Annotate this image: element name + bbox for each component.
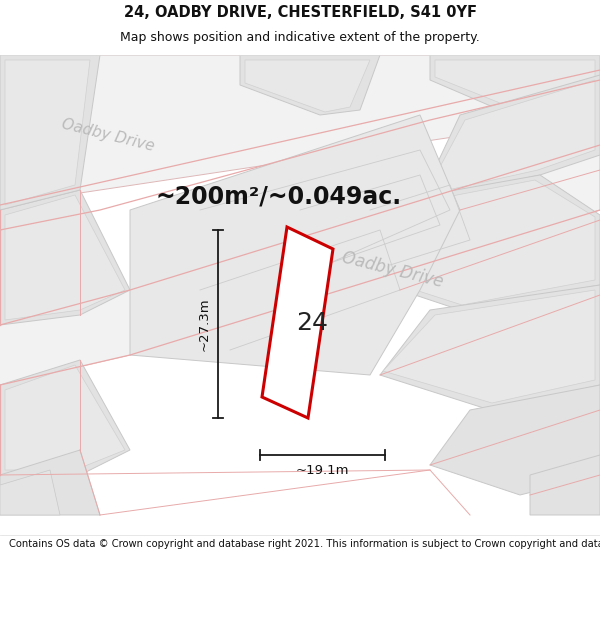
- Text: 24, OADBY DRIVE, CHESTERFIELD, S41 0YF: 24, OADBY DRIVE, CHESTERFIELD, S41 0YF: [124, 4, 476, 19]
- Polygon shape: [5, 195, 125, 320]
- Polygon shape: [0, 145, 600, 385]
- Polygon shape: [0, 450, 100, 515]
- Text: Oadby Drive: Oadby Drive: [60, 116, 156, 154]
- Polygon shape: [130, 115, 460, 375]
- Text: Oadby Drive: Oadby Drive: [340, 249, 445, 291]
- Polygon shape: [380, 285, 600, 410]
- Polygon shape: [5, 365, 125, 470]
- Polygon shape: [425, 80, 595, 195]
- Polygon shape: [0, 360, 130, 475]
- Polygon shape: [245, 60, 370, 112]
- Polygon shape: [262, 227, 333, 418]
- Polygon shape: [0, 55, 100, 210]
- Polygon shape: [383, 290, 595, 403]
- Polygon shape: [530, 455, 600, 515]
- Polygon shape: [430, 385, 600, 495]
- Polygon shape: [0, 55, 600, 205]
- Text: Map shows position and indicative extent of the property.: Map shows position and indicative extent…: [120, 31, 480, 44]
- Polygon shape: [420, 75, 600, 200]
- Polygon shape: [0, 190, 130, 325]
- Polygon shape: [5, 60, 90, 205]
- Polygon shape: [0, 290, 130, 385]
- Text: 24: 24: [296, 311, 329, 335]
- Text: ~19.1m: ~19.1m: [296, 464, 349, 478]
- Polygon shape: [430, 55, 600, 110]
- Text: Contains OS data © Crown copyright and database right 2021. This information is : Contains OS data © Crown copyright and d…: [9, 539, 600, 549]
- Polygon shape: [370, 175, 600, 310]
- Polygon shape: [0, 470, 60, 515]
- Text: ~200m²/~0.049ac.: ~200m²/~0.049ac.: [155, 185, 401, 209]
- Polygon shape: [435, 60, 595, 105]
- Text: ~27.3m: ~27.3m: [197, 297, 211, 351]
- Polygon shape: [375, 180, 595, 305]
- Polygon shape: [240, 55, 380, 115]
